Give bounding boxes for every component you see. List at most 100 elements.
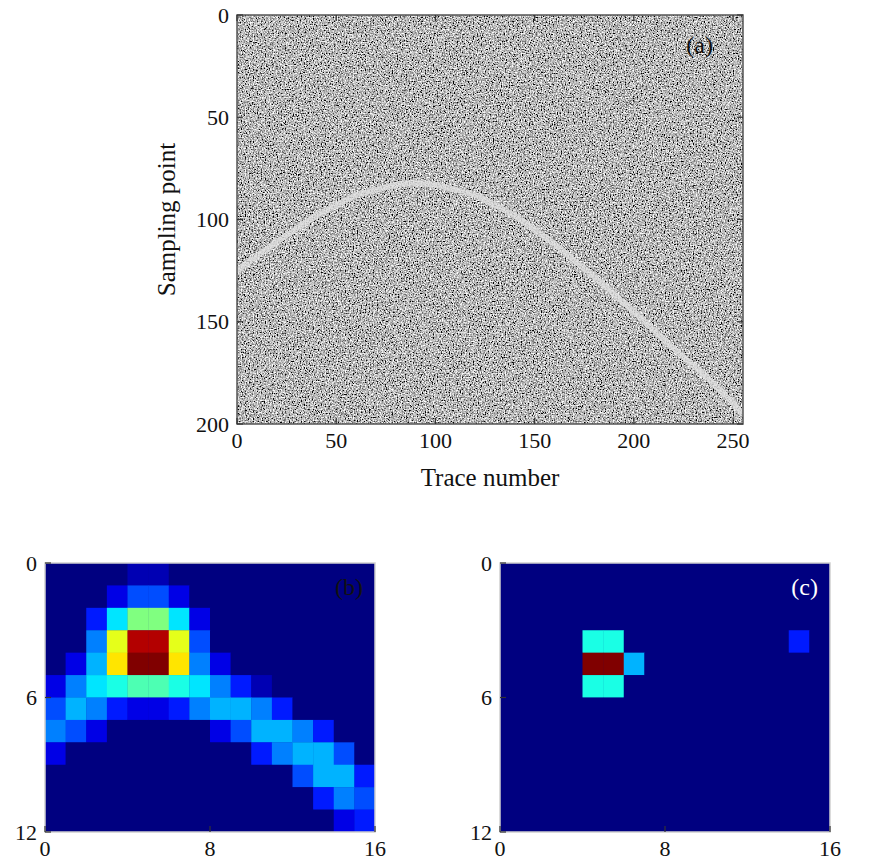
heat-cell	[86, 810, 107, 832]
heat-cell	[272, 608, 293, 631]
heat-cell	[748, 608, 769, 631]
heat-cell	[128, 653, 149, 676]
heat-cell	[189, 765, 210, 788]
heat-cell	[644, 563, 665, 586]
heat-cell	[354, 653, 375, 676]
heat-cell	[521, 810, 542, 832]
heat-cell	[562, 585, 583, 608]
heat-cell	[86, 698, 107, 721]
heat-cell	[107, 608, 128, 631]
heat-cell	[66, 810, 87, 832]
frame	[45, 563, 375, 832]
heat-cell	[128, 585, 149, 608]
heat-cell	[727, 608, 748, 631]
x-tick-label: 16	[364, 836, 386, 861]
heat-cell	[251, 765, 272, 788]
heat-cell	[768, 765, 789, 788]
heat-cell	[128, 810, 149, 832]
heat-cell	[354, 742, 375, 765]
heat-cell	[107, 653, 128, 676]
heat-cell	[334, 653, 355, 676]
heat-cell	[210, 698, 231, 721]
heat-cell	[231, 810, 252, 832]
heat-cell	[768, 742, 789, 765]
heat-cell	[500, 675, 521, 698]
heat-cell	[541, 765, 562, 788]
heat-cell	[521, 787, 542, 810]
heat-cell	[603, 810, 624, 832]
heat-cell	[354, 787, 375, 810]
heat-cell	[706, 630, 727, 653]
heat-cell	[231, 585, 252, 608]
heat-cell	[562, 787, 583, 810]
heat-cell	[210, 675, 231, 698]
x-tick	[499, 826, 500, 832]
heat-cell	[727, 765, 748, 788]
heat-cell	[706, 563, 727, 586]
heat-cell	[809, 653, 830, 676]
heat-cell	[128, 720, 149, 743]
heat-cell	[727, 630, 748, 653]
heat-cell	[293, 810, 314, 832]
heat-cell	[809, 742, 830, 765]
heat-cell	[210, 653, 231, 676]
heat-cell	[45, 742, 66, 765]
heat-cell	[686, 720, 707, 743]
heat-cell	[706, 653, 727, 676]
heat-cell	[789, 742, 810, 765]
heat-cell	[686, 698, 707, 721]
figure: 050100150200250050100150200Trace numberS…	[0, 0, 877, 864]
panel: 08160612(c)	[470, 551, 841, 861]
x-tick-label: 8	[660, 836, 671, 861]
heat-cell	[107, 742, 128, 765]
heat-cell	[686, 630, 707, 653]
heat-cell	[644, 608, 665, 631]
panel-label: (a)	[686, 32, 713, 58]
panel: 08160612(b)	[15, 551, 386, 861]
heat-cell	[686, 742, 707, 765]
heat-cell	[231, 765, 252, 788]
x-axis-title: Trace number	[421, 464, 560, 491]
y-tick	[500, 831, 506, 832]
y-tick	[500, 562, 506, 563]
heat-cell	[128, 630, 149, 653]
heat-cell	[251, 653, 272, 676]
heat-cell	[521, 585, 542, 608]
heat-cell	[500, 810, 521, 832]
heat-cell	[706, 810, 727, 832]
x-tick-top	[236, 15, 237, 21]
heat-cell	[541, 698, 562, 721]
heat-cell	[706, 765, 727, 788]
heat-cell	[107, 765, 128, 788]
heat-cell	[272, 787, 293, 810]
heat-cell	[583, 720, 604, 743]
heat-cell	[665, 653, 686, 676]
heat-cell	[86, 563, 107, 586]
heat-cell	[748, 630, 769, 653]
heat-cell	[210, 810, 231, 832]
heat-cell	[313, 608, 334, 631]
heat-cell	[293, 720, 314, 743]
heat-cell	[189, 585, 210, 608]
heat-cell	[603, 630, 624, 653]
heat-cell	[66, 698, 87, 721]
heat-cell	[66, 787, 87, 810]
heat-cell	[644, 765, 665, 788]
heat-cell	[189, 810, 210, 832]
heat-cell	[86, 585, 107, 608]
heat-cell	[169, 630, 190, 653]
heat-cell	[148, 653, 169, 676]
heat-cell	[354, 608, 375, 631]
heat-cell	[624, 585, 645, 608]
heat-cell	[86, 787, 107, 810]
heat-cell	[354, 675, 375, 698]
heat-cell	[272, 810, 293, 832]
heat-cell	[128, 675, 149, 698]
heat-cell	[624, 787, 645, 810]
heat-cell	[686, 563, 707, 586]
heat-cell	[809, 608, 830, 631]
heat-cell	[562, 765, 583, 788]
heat-cell	[748, 563, 769, 586]
y-tick-label: 200	[196, 412, 229, 437]
heat-cell	[624, 720, 645, 743]
